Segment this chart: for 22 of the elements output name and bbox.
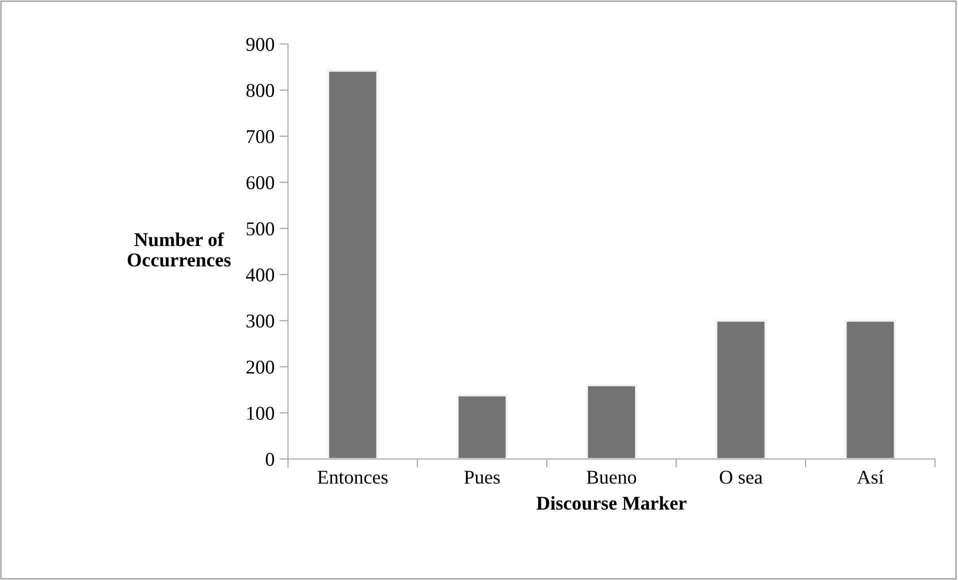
y-tick-label: 400: [246, 268, 274, 282]
x-axis-title: Discourse Marker: [536, 496, 686, 510]
y-tick-label: 0: [266, 452, 274, 466]
y-tick-label: 900: [246, 38, 274, 51]
y-tick-label: 800: [246, 84, 274, 98]
bar: [456, 394, 508, 459]
y-axis-title: Number of Occurrences: [128, 232, 231, 267]
x-tick-label: Así: [856, 470, 884, 484]
bar: [327, 70, 378, 459]
bar: [715, 320, 767, 459]
x-tick-label: Entonces: [318, 470, 388, 484]
x-tick-label: Pues: [464, 470, 500, 484]
y-tick-label: 700: [246, 130, 274, 144]
bar: [586, 384, 638, 459]
y-tick-label: 500: [246, 222, 274, 236]
y-tick-label: 600: [246, 176, 274, 190]
y-tick-label: 100: [247, 406, 274, 420]
y-tick-label: 300: [246, 314, 274, 328]
bar: [844, 320, 896, 459]
x-tick-label: O sea: [720, 470, 762, 484]
y-tick-label: 200: [246, 360, 274, 374]
x-tick-label: Bueno: [586, 470, 636, 484]
